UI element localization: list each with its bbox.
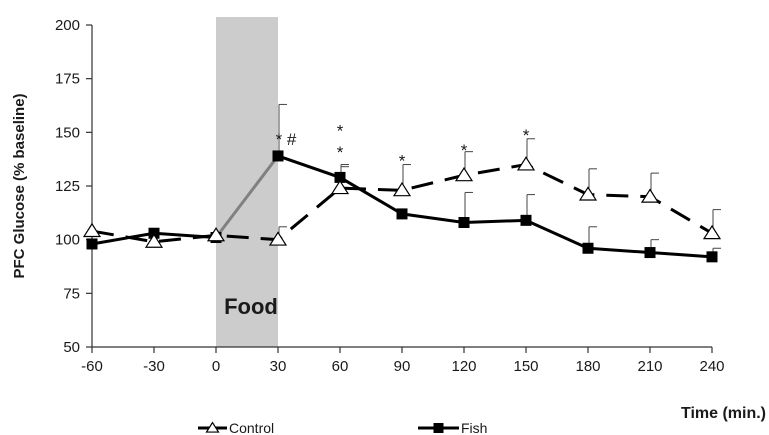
- significance-annotation: *: [337, 122, 344, 141]
- fish-point: [706, 251, 718, 263]
- control-point: [144, 233, 164, 248]
- fish-point: [334, 171, 346, 183]
- food-shaded-region: [216, 17, 278, 347]
- fish-series-line-food: [214, 155, 280, 239]
- fish-point: [396, 208, 408, 220]
- x-tick-label: 120: [451, 358, 476, 375]
- legend-marker-control: [205, 421, 220, 433]
- x-tick-label: -60: [81, 358, 103, 375]
- shaded-region-label: Food: [224, 294, 278, 319]
- control-point: [578, 186, 598, 201]
- y-tick-label: 150: [55, 124, 80, 141]
- y-axis-label: PFC Glucose (% baseline): [11, 93, 28, 278]
- control-point: [330, 179, 350, 195]
- legend-label: Control: [229, 420, 274, 435]
- y-tick-label: 100: [55, 232, 80, 249]
- fish-point: [272, 150, 284, 162]
- control-series-line: [91, 162, 713, 244]
- y-tick-label: 50: [63, 339, 80, 356]
- x-tick-label: 30: [270, 358, 287, 375]
- x-tick-label: 150: [513, 358, 538, 375]
- y-tick-label: 75: [63, 285, 80, 302]
- x-tick-label: 0: [212, 358, 220, 375]
- fish-point: [644, 247, 656, 259]
- control-point: [640, 188, 660, 203]
- significance-annotation: *: [337, 143, 344, 162]
- fish-point: [582, 242, 594, 254]
- control-point: [206, 227, 226, 242]
- control-point: [82, 222, 102, 238]
- y-tick-label: 175: [55, 71, 80, 88]
- fish-point: [148, 227, 160, 239]
- x-tick-label: 210: [637, 358, 662, 375]
- significance-annotation: *: [399, 152, 406, 171]
- x-tick-label: -30: [143, 358, 165, 375]
- legend-label: Fish: [461, 420, 487, 435]
- x-tick-label: 60: [332, 358, 349, 375]
- significance-annotation: *: [523, 126, 530, 145]
- control-point: [454, 166, 474, 182]
- significance-annotation: * #: [276, 130, 297, 149]
- significance-annotation: *: [461, 141, 468, 160]
- fish-point: [520, 214, 532, 226]
- control-point: [392, 181, 412, 197]
- control-point: [702, 224, 722, 240]
- x-axis-label: Time (min.): [681, 405, 766, 422]
- legend-marker-fish: [433, 423, 444, 433]
- y-tick-label: 125: [55, 178, 80, 195]
- fish-point: [86, 238, 98, 250]
- x-tick-label: 90: [394, 358, 411, 375]
- fish-point: [458, 216, 470, 228]
- y-tick-label: 200: [55, 17, 80, 34]
- fish-series-line-post: [277, 154, 713, 259]
- x-tick-label: 180: [575, 358, 600, 375]
- control-point: [516, 156, 536, 171]
- x-tick-label: 240: [699, 358, 724, 375]
- control-point: [268, 231, 288, 246]
